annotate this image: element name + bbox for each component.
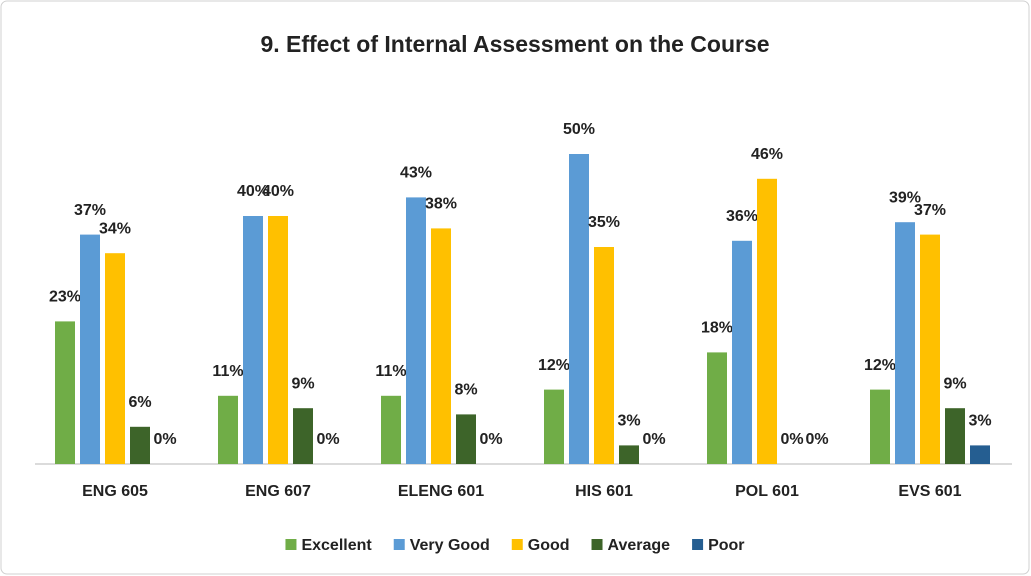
bar xyxy=(406,197,426,464)
bar xyxy=(870,389,890,464)
data-label: 11% xyxy=(375,363,406,380)
data-label: 39% xyxy=(889,189,921,206)
bar xyxy=(268,216,288,464)
bar xyxy=(55,321,75,464)
data-label: 12% xyxy=(538,357,570,374)
data-label: 0% xyxy=(780,431,803,448)
data-label: 3% xyxy=(968,413,991,430)
bar xyxy=(619,445,639,464)
bar xyxy=(293,408,313,464)
data-label: 18% xyxy=(701,320,733,337)
x-tick-label: HIS 601 xyxy=(575,483,633,500)
legend-label: Good xyxy=(528,537,570,554)
data-label: 34% xyxy=(99,220,131,237)
chart-title: 9. Effect of Internal Assessment on the … xyxy=(260,31,769,57)
data-label: 35% xyxy=(588,214,620,231)
legend-label: Average xyxy=(608,537,671,554)
data-label: 40% xyxy=(262,183,294,200)
bar xyxy=(544,389,564,464)
legend-swatch xyxy=(393,539,405,550)
x-tick-label: ENG 607 xyxy=(245,483,311,500)
data-label: 43% xyxy=(400,165,432,182)
data-label: 37% xyxy=(74,202,106,219)
data-label: 40% xyxy=(237,183,269,200)
legend-swatch xyxy=(591,539,603,550)
bar xyxy=(381,395,401,464)
data-label: 46% xyxy=(751,146,783,163)
bar xyxy=(757,178,777,465)
data-label: 12% xyxy=(864,357,896,374)
bar xyxy=(218,395,238,464)
data-label: 0% xyxy=(316,431,339,448)
x-tick-label: ELENG 601 xyxy=(398,483,484,500)
data-label: 9% xyxy=(291,375,314,392)
x-tick-label: ENG 605 xyxy=(82,483,148,500)
data-label: 6% xyxy=(128,394,151,411)
data-label: 38% xyxy=(425,196,457,213)
bar xyxy=(569,154,589,464)
bar xyxy=(80,234,100,464)
data-label: 0% xyxy=(642,431,665,448)
data-label: 0% xyxy=(479,431,502,448)
x-tick-label: POL 601 xyxy=(735,483,799,500)
data-label: 36% xyxy=(726,208,758,225)
data-label: 37% xyxy=(914,202,946,219)
legend-swatch xyxy=(285,539,297,550)
bar xyxy=(920,234,940,464)
data-label: 11% xyxy=(212,363,243,380)
bar xyxy=(105,253,125,464)
data-label: 9% xyxy=(943,375,966,392)
legend-label: Excellent xyxy=(301,537,372,554)
bar xyxy=(431,228,451,464)
data-label: 3% xyxy=(617,413,640,430)
bar xyxy=(130,426,150,464)
legend-label: Poor xyxy=(708,537,744,554)
x-tick-label: EVS 601 xyxy=(898,483,961,500)
bar xyxy=(243,216,263,464)
bar xyxy=(456,414,476,464)
bar xyxy=(732,240,752,464)
bar xyxy=(707,352,727,464)
bar xyxy=(895,222,915,464)
data-label: 0% xyxy=(805,431,828,448)
bar xyxy=(594,247,614,464)
legend: Excellent Very Good Good Average Poor xyxy=(285,537,745,554)
data-label: 8% xyxy=(454,382,477,399)
bar xyxy=(945,408,965,464)
legend-swatch xyxy=(511,539,523,550)
data-label: 0% xyxy=(153,431,176,448)
data-label: 50% xyxy=(563,121,595,138)
data-label: 23% xyxy=(49,289,81,306)
legend-swatch xyxy=(692,539,704,550)
legend-label: Very Good xyxy=(410,537,490,554)
bar xyxy=(970,445,990,464)
